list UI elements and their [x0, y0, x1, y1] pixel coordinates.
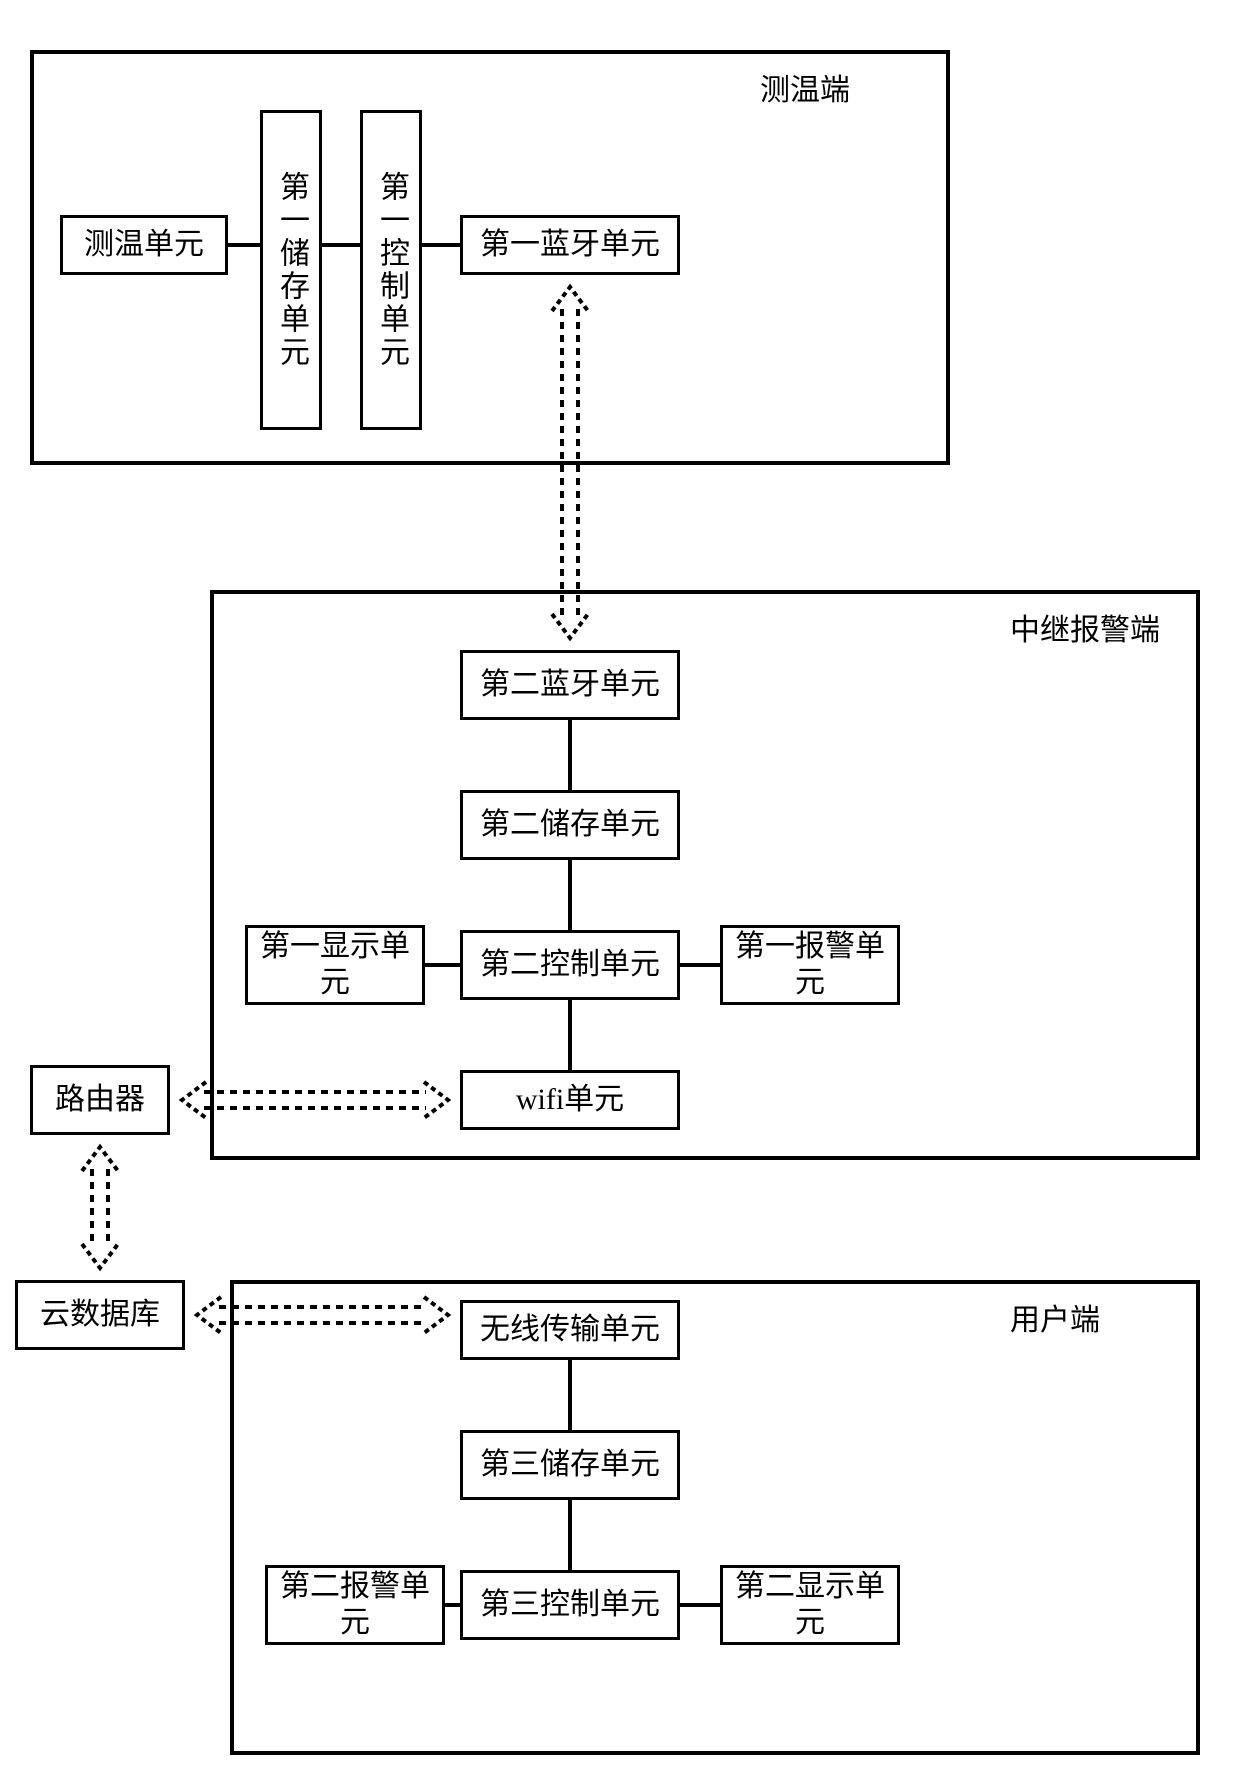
node-label-ctrl1: 第一控制单元	[373, 171, 409, 369]
node-label-bt1: 第一蓝牙单元	[480, 227, 660, 263]
node-label-store2: 第二储存单元	[480, 807, 660, 843]
node-store3: 第三储存单元	[460, 1430, 680, 1500]
container-title-bottom: 用户端	[1010, 1295, 1100, 1339]
node-store2: 第二储存单元	[460, 790, 680, 860]
node-label-store1: 第一储存单元	[273, 171, 309, 369]
node-alarm1: 第一报警单元	[720, 925, 900, 1005]
node-alarm2: 第二报警单元	[265, 1565, 445, 1645]
node-label-temp_unit: 测温单元	[84, 227, 204, 263]
node-label-router: 路由器	[55, 1082, 145, 1118]
node-label-ctrl2: 第二控制单元	[480, 947, 660, 983]
node-label-wifi: wifi单元	[516, 1082, 624, 1118]
node-wireless: 无线传输单元	[460, 1300, 680, 1360]
node-disp1: 第一显示单元	[245, 925, 425, 1005]
node-label-disp2: 第二显示单元	[728, 1569, 892, 1641]
container-title-middle: 中继报警端	[1010, 605, 1160, 649]
container-title-top: 测温端	[760, 65, 850, 109]
node-label-ctrl3: 第三控制单元	[480, 1587, 660, 1623]
node-cloud: 云数据库	[15, 1280, 185, 1350]
node-router: 路由器	[30, 1065, 170, 1135]
node-label-disp1: 第一显示单元	[253, 929, 417, 1001]
node-ctrl2: 第二控制单元	[460, 930, 680, 1000]
node-label-bt2: 第二蓝牙单元	[480, 667, 660, 703]
node-label-alarm2: 第二报警单元	[273, 1569, 437, 1641]
node-label-store3: 第三储存单元	[480, 1447, 660, 1483]
node-wifi: wifi单元	[460, 1070, 680, 1130]
node-bt2: 第二蓝牙单元	[460, 650, 680, 720]
node-disp2: 第二显示单元	[720, 1565, 900, 1645]
node-label-cloud: 云数据库	[40, 1297, 160, 1333]
container-bottom	[230, 1280, 1200, 1755]
arrow-router-cloud	[82, 1147, 118, 1268]
node-label-alarm1: 第一报警单元	[728, 929, 892, 1001]
node-store1: 第一储存单元	[260, 110, 322, 430]
node-ctrl3: 第三控制单元	[460, 1570, 680, 1640]
node-ctrl1: 第一控制单元	[360, 110, 422, 430]
node-bt1: 第一蓝牙单元	[460, 215, 680, 275]
node-temp_unit: 测温单元	[60, 215, 228, 275]
container-middle	[210, 590, 1200, 1160]
node-label-wireless: 无线传输单元	[480, 1312, 660, 1348]
